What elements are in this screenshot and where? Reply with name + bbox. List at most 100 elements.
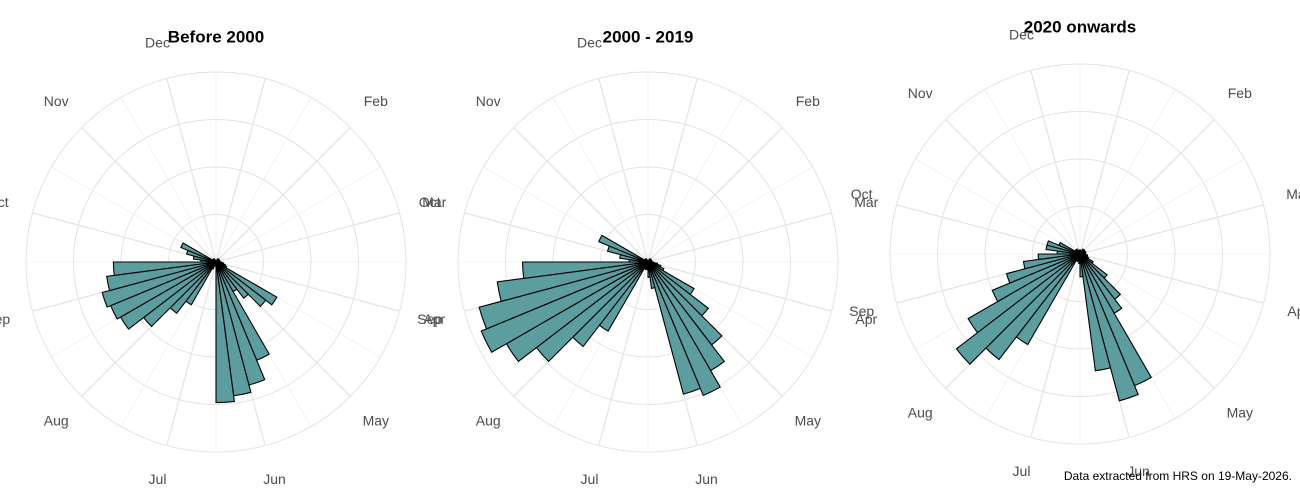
bar-sep-3 xyxy=(496,261,649,303)
bar-sep-1 xyxy=(991,253,1081,303)
month-label-mar: Mar xyxy=(854,194,878,210)
grid-spoke xyxy=(215,212,400,263)
grid-spoke xyxy=(647,127,783,263)
bar-sep-1 xyxy=(480,261,649,354)
polar-chart-2000-2019: Feb Mar Apr May Jun Jul Aug Sep Oct Nov Dec 2000 - … xyxy=(417,27,878,487)
month-label-aug: Aug xyxy=(908,405,933,421)
month-label-mar: Mar xyxy=(422,194,446,210)
month-label-feb: Feb xyxy=(1228,85,1252,101)
month-label-may: May xyxy=(363,413,389,429)
bar-sep-2 xyxy=(101,261,217,308)
bar-sep-3 xyxy=(106,261,217,292)
grid-spoke xyxy=(81,127,217,263)
month-label-aug: Aug xyxy=(476,413,501,429)
grid-spoke xyxy=(166,78,217,263)
grid-spoke xyxy=(1030,253,1081,438)
month-label-oct: Oct xyxy=(851,186,873,202)
bar-sep-4 xyxy=(522,261,649,279)
month-label-feb: Feb xyxy=(796,93,820,109)
month-label-oct: Oct xyxy=(419,194,441,210)
bar-may-2 xyxy=(215,261,267,308)
grid-minor-spoke xyxy=(1079,158,1245,255)
month-label-apr: Apr xyxy=(1287,303,1300,319)
grid-spoke xyxy=(513,127,649,263)
bar-sep-2 xyxy=(1005,253,1081,284)
month-label-oct: Oct xyxy=(0,194,9,210)
grid-spoke xyxy=(598,261,649,446)
bar-jun-4 xyxy=(1079,253,1084,278)
grid-minor-spoke xyxy=(1079,89,1176,255)
month-label-sep: Sep xyxy=(849,303,874,319)
grid-minor-spoke xyxy=(647,166,813,263)
grid-spoke xyxy=(1079,204,1264,255)
month-label-sep: Sep xyxy=(0,311,10,327)
bar-jun-2 xyxy=(1079,253,1139,402)
grid-spoke xyxy=(215,127,351,263)
bar-jun-3 xyxy=(647,261,656,289)
grid-spoke xyxy=(166,261,217,446)
bar-dec-4 xyxy=(1078,249,1081,255)
chart-title-2020-onwards: 2020 onwards xyxy=(1024,17,1136,36)
grid-minor-spoke xyxy=(984,89,1081,255)
grid-spoke xyxy=(1079,119,1215,255)
grid-spoke xyxy=(1079,70,1130,255)
month-label-nov: Nov xyxy=(908,85,933,101)
bar-jun-3 xyxy=(1079,253,1112,372)
grid-spoke xyxy=(1079,253,1264,304)
month-label-apr: Apr xyxy=(855,311,877,327)
month-label-may: May xyxy=(795,413,821,429)
bar-may-3 xyxy=(215,261,250,299)
month-label-jun: Jun xyxy=(1127,463,1150,479)
bar-oct-4 xyxy=(598,234,649,263)
month-label-dec: Dec xyxy=(145,34,170,50)
grid-spoke xyxy=(215,261,400,312)
data-source-caption: Data extracted from HRS on 19-May-2026. xyxy=(1063,469,1292,483)
month-label-jun: Jun xyxy=(695,471,718,487)
bar-sep-4 xyxy=(112,261,217,277)
grid-minor-spoke xyxy=(552,97,649,263)
month-label-nov: Nov xyxy=(44,93,69,109)
bar-jun-1 xyxy=(647,261,721,397)
month-label-may: May xyxy=(1227,405,1253,421)
month-label-apr: Apr xyxy=(423,311,445,327)
month-label-dec: Dec xyxy=(577,34,602,50)
month-label-jun: Jun xyxy=(263,471,286,487)
grid-spoke xyxy=(1030,70,1081,255)
grid-spoke xyxy=(945,119,1081,255)
grid-minor-spoke xyxy=(1079,253,1245,350)
chart-title-before-2000: Before 2000 xyxy=(168,27,264,46)
month-label-jul: Jul xyxy=(581,471,599,487)
bar-jun-2 xyxy=(647,261,702,395)
bar-aug-4 xyxy=(967,253,1081,334)
grid-minor-spoke xyxy=(215,166,381,263)
grid-minor-spoke xyxy=(120,97,217,263)
grid-spoke xyxy=(32,212,217,263)
month-label-sep: Sep xyxy=(417,311,442,327)
bar-sep-3 xyxy=(1022,253,1081,270)
grid-spoke xyxy=(647,261,832,312)
bar-sep-4 xyxy=(1037,253,1081,261)
grid-spoke xyxy=(647,212,832,263)
month-label-dec: Dec xyxy=(1009,26,1034,42)
bar-may-1 xyxy=(215,261,278,306)
polar-chart-before-2000: Feb Mar Apr May Jun Jul Aug Sep Oct Nov DecBefore … xyxy=(0,27,447,487)
bar-sep-2 xyxy=(478,261,649,330)
bar-aug-3 xyxy=(955,253,1081,365)
chart-title-2000-2019: 2000 - 2019 xyxy=(603,27,694,46)
grid-minor-spoke xyxy=(915,158,1081,255)
grid-minor-spoke xyxy=(647,97,744,263)
month-label-mar: Mar xyxy=(1286,186,1300,202)
month-label-aug: Aug xyxy=(44,413,69,429)
bar-oct-4 xyxy=(180,242,217,263)
month-label-jul: Jul xyxy=(1013,463,1031,479)
month-label-jul: Jul xyxy=(149,471,167,487)
grid-minor-spoke xyxy=(215,97,312,263)
month-label-nov: Nov xyxy=(476,93,501,109)
bar-jun-4 xyxy=(215,261,235,404)
polar-chart-2020-onwards: Dec Feb Mar Apr May Jun Jul Aug Sep Oct Nov 2020 on… xyxy=(849,17,1300,479)
grid-spoke xyxy=(215,78,266,263)
grid-spoke xyxy=(598,78,649,263)
month-label-feb: Feb xyxy=(364,93,388,109)
grid-spoke xyxy=(647,78,698,263)
